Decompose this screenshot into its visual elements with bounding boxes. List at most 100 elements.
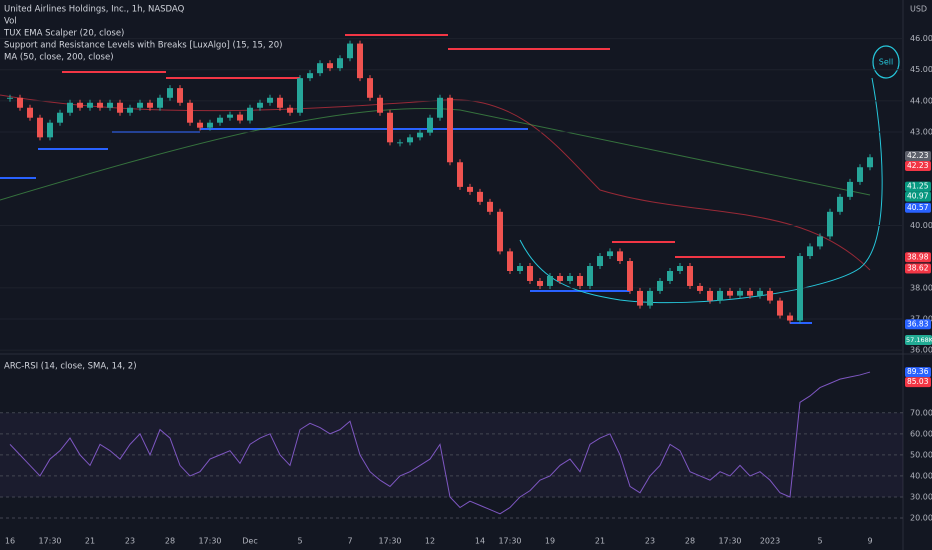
candle (247, 107, 253, 121)
y-tick-label: 44.00 (910, 96, 932, 105)
price-badge (905, 377, 931, 388)
candle (217, 117, 223, 123)
candle (307, 73, 313, 79)
x-tick-label: 17:30 (378, 537, 401, 546)
candle (57, 112, 63, 123)
x-tick-label: 5 (817, 537, 822, 546)
price-badge (905, 367, 931, 378)
indicator-label: MA (50, close, 200, close) (4, 53, 114, 63)
candle (197, 122, 203, 128)
candle (457, 162, 463, 187)
price-badge-label: 85.03 (907, 377, 929, 386)
x-tick-label: 12 (425, 537, 435, 546)
candle (497, 211, 503, 252)
candle (537, 280, 543, 286)
x-tick-label: 21 (85, 537, 95, 546)
candle (397, 142, 403, 144)
candle (817, 236, 823, 247)
candle (67, 102, 73, 113)
candle (597, 256, 603, 267)
candle (727, 290, 733, 296)
price-badge-label: 42.23 (907, 151, 929, 160)
candle (257, 102, 263, 108)
x-tick-label: 16 (5, 537, 15, 546)
candle (167, 88, 173, 98)
hand-annotation (519, 45, 900, 304)
candle (407, 137, 413, 143)
candle (417, 132, 423, 138)
candle (37, 117, 43, 138)
price-badge-label: 40.97 (907, 192, 929, 201)
volume-badge-label: 57.168K (906, 336, 932, 344)
indicator-label: Support and Resistance Levels with Break… (4, 41, 282, 51)
candle (637, 290, 643, 306)
x-tick-label: 7 (347, 537, 352, 546)
price-badge (905, 319, 931, 330)
currency-label: USD (910, 5, 927, 14)
candle (187, 102, 193, 123)
candle (507, 251, 513, 271)
candle (377, 97, 383, 113)
y-tick-label: 50.00 (910, 450, 932, 459)
candle (7, 97, 13, 99)
candle (227, 114, 233, 118)
symbol-title: United Airlines Holdings, Inc., 1h, NASD… (4, 5, 185, 15)
x-tick-label: Dec (242, 537, 257, 546)
candle (477, 191, 483, 202)
y-tick-label: 30.00 (910, 492, 932, 501)
candle (347, 43, 353, 59)
x-tick-label: 2023 (760, 537, 780, 546)
candle (777, 300, 783, 316)
price-badge (905, 202, 931, 213)
price-badge-label: 42.23 (907, 161, 929, 170)
candle (137, 102, 143, 108)
candle (707, 290, 713, 301)
price-badge (905, 151, 931, 162)
candle (757, 290, 763, 296)
candle (697, 285, 703, 291)
candle (737, 290, 743, 296)
x-tick-label: 17:30 (718, 537, 741, 546)
y-tick-label: 38.00 (910, 283, 932, 292)
x-tick-label: 17:30 (498, 537, 521, 546)
indicator-label: Vol (4, 17, 17, 27)
rsi-title: ARC-RSI (14, close, SMA, 14, 2) (4, 362, 137, 372)
candle (97, 102, 103, 108)
x-tick-label: 28 (165, 537, 175, 546)
candle (517, 266, 523, 271)
x-tick-label: 17:30 (198, 537, 221, 546)
price-badge-label: 89.36 (907, 367, 929, 376)
rsi-line (9, 371, 871, 515)
candle (487, 201, 493, 212)
y-tick-label: 37.00 (910, 314, 932, 323)
candle (267, 97, 273, 103)
y-tick-label: 40.00 (910, 471, 932, 480)
candle (567, 275, 573, 281)
annotation: Sell (879, 58, 893, 67)
candle (867, 157, 873, 168)
candle (357, 43, 363, 79)
candle (667, 270, 673, 281)
candle (657, 280, 663, 291)
price-badge (905, 263, 931, 274)
candle (857, 167, 863, 182)
candle (297, 78, 303, 113)
candle (617, 251, 623, 262)
candle (387, 112, 393, 143)
candle (27, 107, 33, 118)
y-tick-label: 70.00 (910, 408, 932, 417)
candle (327, 63, 333, 69)
candle (607, 251, 613, 257)
candle (207, 122, 213, 128)
price-badge-label: 38.62 (907, 264, 929, 273)
candle (787, 315, 793, 321)
candle (17, 97, 23, 108)
x-tick-label: 14 (475, 537, 485, 546)
y-tick-label: 46.00 (910, 34, 932, 43)
candle (177, 88, 183, 103)
candle (557, 275, 563, 281)
candle (827, 211, 833, 237)
candle (107, 102, 113, 108)
